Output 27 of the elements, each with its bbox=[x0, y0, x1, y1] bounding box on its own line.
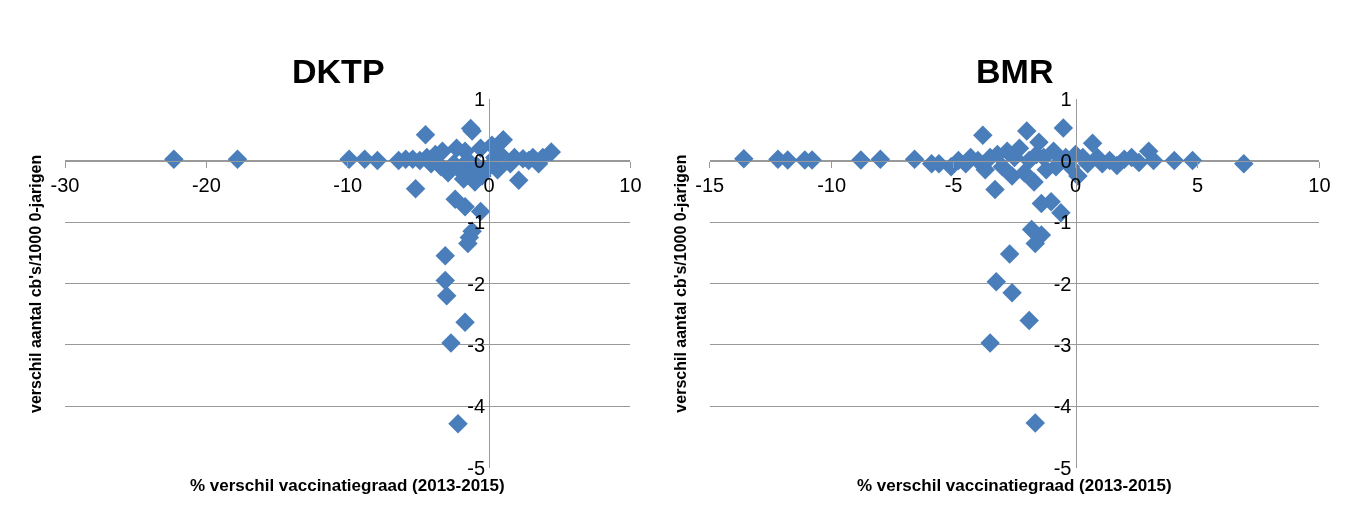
chart-title: BMR bbox=[976, 52, 1054, 90]
y-tick-label: -5 bbox=[1053, 456, 1072, 479]
y-tick-label: -2 bbox=[1053, 272, 1072, 295]
y-tick-label: 1 bbox=[1060, 88, 1072, 111]
x-tick-label: 10 bbox=[1308, 173, 1331, 196]
x-tick-label: 5 bbox=[1191, 173, 1204, 196]
x-tick-label: -10 bbox=[817, 173, 847, 196]
y-axis-title: verschil aantal cb's/1000 0-jarigen bbox=[26, 154, 44, 413]
x-axis-title: % verschil vaccinatiegraad (2013-2015) bbox=[190, 476, 505, 495]
y-tick-label: -3 bbox=[1053, 333, 1072, 356]
x-tick-label: 10 bbox=[619, 173, 642, 196]
x-tick-label: -30 bbox=[50, 173, 80, 196]
y-tick-label: -4 bbox=[1053, 395, 1072, 418]
y-axis-title: verschil aantal cb's/1000 0-jarigen bbox=[671, 154, 689, 413]
x-tick-label: -20 bbox=[191, 173, 221, 196]
y-tick-label: -1 bbox=[1053, 211, 1072, 234]
x-axis-title: % verschil vaccinatiegraad (2013-2015) bbox=[857, 476, 1172, 495]
y-tick-label: -5 bbox=[467, 456, 486, 479]
y-tick-label: -3 bbox=[467, 333, 486, 356]
y-tick-label: 1 bbox=[473, 88, 486, 111]
x-tick-label: -10 bbox=[333, 173, 363, 196]
x-tick-label: -5 bbox=[944, 173, 963, 196]
chart-title: DKTP bbox=[292, 52, 385, 90]
y-tick-label: 0 bbox=[1060, 149, 1072, 172]
y-tick-label: -2 bbox=[467, 272, 486, 295]
x-tick-label: -15 bbox=[695, 173, 725, 196]
y-tick-label: -4 bbox=[467, 395, 486, 418]
